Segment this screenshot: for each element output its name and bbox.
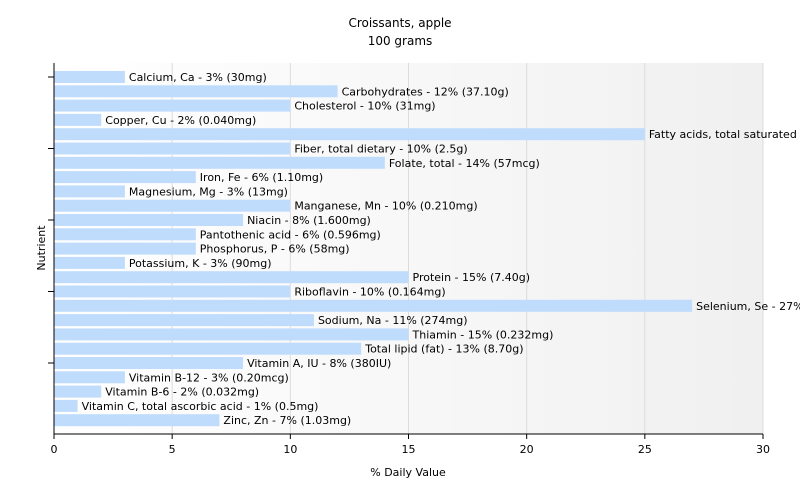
data-label: Magnesium, Mg - 3% (13mg) — [129, 185, 288, 198]
data-label: Phosphorus, P - 6% (58mg) — [200, 243, 350, 256]
data-label: Folate, total - 14% (57mcg) — [389, 157, 540, 170]
data-label: Niacin - 8% (1.600mg) — [247, 214, 371, 227]
data-label: Manganese, Mn - 10% (0.210mg) — [294, 200, 477, 213]
bar — [54, 71, 125, 83]
data-label: Carbohydrates - 12% (37.10g) — [342, 85, 509, 98]
data-label: Pantothenic acid - 6% (0.596mg) — [200, 228, 381, 241]
data-label: Iron, Fe - 6% (1.10mg) — [200, 171, 323, 184]
data-label: Vitamin C, total ascorbic acid - 1% (0.5… — [82, 400, 319, 413]
data-label: Fatty acids, total saturated - 25% (4.99… — [649, 128, 800, 141]
data-label: Cholesterol - 10% (31mg) — [294, 100, 435, 113]
x-axis-label: % Daily Value — [370, 466, 446, 479]
data-label: Zinc, Zn - 7% (1.03mg) — [223, 414, 351, 427]
bar — [54, 328, 409, 341]
bar — [54, 199, 291, 212]
bar — [54, 242, 196, 255]
data-label: Copper, Cu - 2% (0.040mg) — [105, 114, 256, 127]
bar — [54, 385, 102, 398]
bar — [54, 142, 291, 155]
data-label: Total lipid (fat) - 13% (8.70g) — [364, 343, 523, 356]
data-label: Thiamin - 15% (0.232mg) — [412, 328, 554, 341]
bar — [54, 314, 314, 327]
bar — [54, 256, 125, 269]
bar — [54, 228, 196, 241]
x-tick-label: 20 — [520, 443, 534, 456]
bar — [54, 128, 645, 141]
x-tick-label: 15 — [402, 443, 416, 456]
bar — [54, 85, 338, 98]
data-label: Vitamin B-6 - 2% (0.032mg) — [105, 386, 259, 399]
bar — [54, 271, 409, 284]
bar — [54, 99, 291, 112]
x-tick-label: 5 — [169, 443, 176, 456]
bar — [54, 113, 102, 126]
data-label: Potassium, K - 3% (90mg) — [129, 257, 272, 270]
x-tick-label: 25 — [638, 443, 652, 456]
bar — [54, 357, 244, 369]
data-label: Fiber, total dietary - 10% (2.5g) — [294, 143, 467, 156]
chart-subtitle: 100 grams — [368, 34, 433, 48]
bar — [54, 185, 125, 198]
x-tick-label: 0 — [51, 443, 58, 456]
data-label: Calcium, Ca - 3% (30mg) — [129, 71, 267, 84]
data-label: Protein - 15% (7.40g) — [413, 271, 531, 284]
bar — [54, 399, 78, 412]
x-tick-label: 30 — [756, 443, 770, 456]
bar — [54, 214, 244, 226]
data-label: Riboflavin - 10% (0.164mg) — [294, 286, 445, 299]
bar — [54, 414, 220, 427]
chart-title: Croissants, apple — [348, 16, 451, 30]
bar — [54, 371, 125, 384]
bar — [54, 171, 196, 184]
bar — [54, 156, 385, 169]
data-label: Sodium, Na - 11% (274mg) — [318, 314, 468, 327]
bar — [54, 342, 362, 355]
bar — [54, 285, 291, 298]
data-label: Selenium, Se - 27% (19.0mcg) — [696, 300, 800, 313]
data-label: Vitamin A, IU - 8% (380IU) — [247, 357, 391, 370]
bar — [54, 299, 693, 312]
x-tick-label: 10 — [283, 443, 297, 456]
data-label: Vitamin B-12 - 3% (0.20mcg) — [129, 371, 289, 384]
y-axis-label: Nutrient — [35, 225, 48, 271]
